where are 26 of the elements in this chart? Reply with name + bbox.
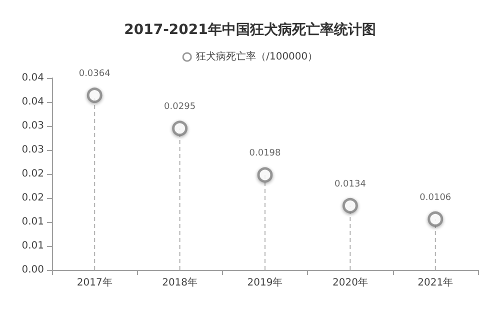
x-tick-label: 2019年 bbox=[247, 276, 283, 288]
y-tick-label: 0.02 bbox=[22, 168, 44, 180]
point bbox=[342, 198, 358, 214]
y-tick-label: 0.03 bbox=[22, 120, 44, 132]
y-tick-label: 0.03 bbox=[22, 144, 44, 156]
y-tick-label: 0.01 bbox=[22, 216, 44, 228]
y-tick-label: 0.00 bbox=[22, 264, 44, 276]
data-label: 0.0106 bbox=[420, 192, 452, 203]
x-tick-label: 2020年 bbox=[332, 276, 368, 288]
y-tick-label: 0.01 bbox=[22, 240, 44, 252]
data-label: 0.0364 bbox=[78, 69, 111, 80]
legend-label: 狂犬病死亡率（/100000） bbox=[196, 50, 318, 62]
chart-title: 2017-2021年中国狂犬病死亡率统计图 bbox=[124, 21, 376, 38]
data-label: 0.0295 bbox=[164, 102, 196, 112]
point bbox=[172, 120, 188, 136]
x-tick-label: 2018年 bbox=[162, 276, 198, 288]
y-tick-label: 0.02 bbox=[22, 192, 44, 204]
data-label: 0.0198 bbox=[249, 148, 282, 159]
point bbox=[428, 211, 444, 227]
point bbox=[86, 88, 102, 104]
x-tick-label: 2017年 bbox=[76, 276, 112, 288]
data-label: 0.0134 bbox=[334, 179, 366, 190]
y-tick-label: 0.04 bbox=[22, 96, 44, 108]
y-tick-label: 0.04 bbox=[22, 72, 44, 84]
x-tick-label: 2021年 bbox=[418, 276, 454, 288]
point bbox=[257, 167, 273, 183]
